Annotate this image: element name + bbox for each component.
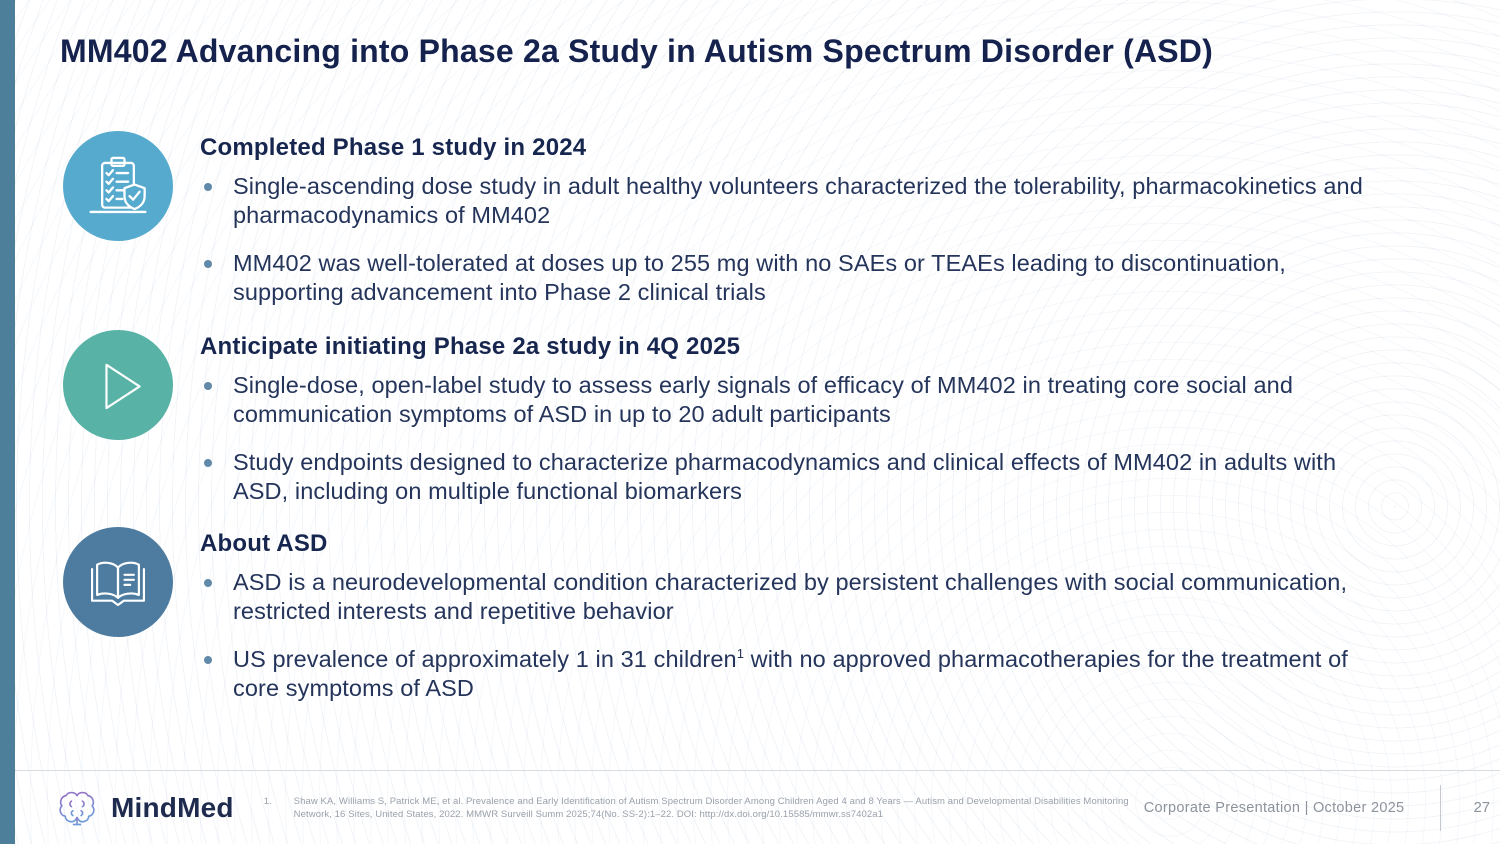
bullet-item: Study endpoints designed to characterize… bbox=[200, 448, 1390, 506]
about-asd-bullet-1: ASD is a neurodevelopmental condition ch… bbox=[233, 569, 1348, 624]
about-asd-icon-circle bbox=[63, 527, 173, 637]
section-about-asd: About ASD ASD is a neurodevelopmental co… bbox=[0, 527, 1460, 722]
page-number: 27 bbox=[1473, 799, 1491, 816]
phase1-icon-circle bbox=[63, 131, 173, 241]
footer: MindMed 1. Shaw KA, Williams S, Patrick … bbox=[15, 771, 1500, 844]
phase2a-icon-circle bbox=[63, 330, 173, 440]
brain-icon bbox=[55, 786, 99, 830]
bullet-item: US prevalence of approximately 1 in 31 c… bbox=[200, 645, 1390, 703]
open-book-icon bbox=[82, 546, 154, 618]
about-asd-heading: About ASD bbox=[200, 530, 328, 557]
citation-number: 1. bbox=[263, 795, 272, 807]
bullet-item: Single-ascending dose study in adult hea… bbox=[200, 172, 1390, 230]
bullet-item: ASD is a neurodevelopmental condition ch… bbox=[200, 568, 1390, 626]
bullet-item: MM402 was well-tolerated at doses up to … bbox=[200, 249, 1390, 307]
left-accent-bar bbox=[0, 0, 15, 844]
mindmed-logo-text: MindMed bbox=[111, 791, 234, 823]
phase2a-bullet-1: Single-dose, open-label study to assess … bbox=[233, 372, 1293, 427]
about-asd-bullet-2: US prevalence of approximately 1 in 31 c… bbox=[233, 646, 1348, 701]
phase1-bullet-1: Single-ascending dose study in adult hea… bbox=[233, 173, 1363, 228]
footer-vertical-divider bbox=[1440, 784, 1442, 831]
bullet-dot bbox=[204, 656, 212, 664]
bullet-dot bbox=[204, 459, 212, 467]
presentation-label: Corporate Presentation | October 2025 bbox=[1143, 799, 1405, 816]
bullet-item: Single-dose, open-label study to assess … bbox=[200, 371, 1390, 429]
phase1-heading: Completed Phase 1 study in 2024 bbox=[200, 134, 587, 161]
section-phase1: Completed Phase 1 study in 2024 Single-a… bbox=[0, 131, 1460, 326]
bullet-dot bbox=[204, 183, 212, 191]
about-asd-content: About ASD ASD is a neurodevelopmental co… bbox=[200, 527, 1390, 722]
phase2a-heading: Anticipate initiating Phase 2a study in … bbox=[200, 333, 741, 360]
citation: 1. Shaw KA, Williams S, Patrick ME, et a… bbox=[264, 795, 1144, 821]
phase1-bullet-2: MM402 was well-tolerated at doses up to … bbox=[233, 250, 1286, 305]
play-icon bbox=[82, 349, 154, 421]
phase2a-bullet-2: Study endpoints designed to characterize… bbox=[233, 449, 1337, 504]
citation-text: Shaw KA, Williams S, Patrick ME, et al. … bbox=[293, 795, 1129, 820]
mindmed-logo: MindMed bbox=[55, 786, 234, 830]
phase1-content: Completed Phase 1 study in 2024 Single-a… bbox=[200, 131, 1390, 326]
bullet-dot bbox=[204, 260, 212, 268]
footnote-marker: 1 bbox=[736, 646, 745, 662]
phase2a-content: Anticipate initiating Phase 2a study in … bbox=[200, 330, 1390, 525]
section-phase2a: Anticipate initiating Phase 2a study in … bbox=[0, 330, 1460, 525]
bullet-dot bbox=[204, 382, 212, 390]
bullet-dot bbox=[204, 579, 212, 587]
slide-title: MM402 Advancing into Phase 2a Study in A… bbox=[60, 33, 1213, 69]
clipboard-checklist-shield-icon bbox=[82, 150, 154, 222]
footer-divider bbox=[15, 770, 1500, 771]
